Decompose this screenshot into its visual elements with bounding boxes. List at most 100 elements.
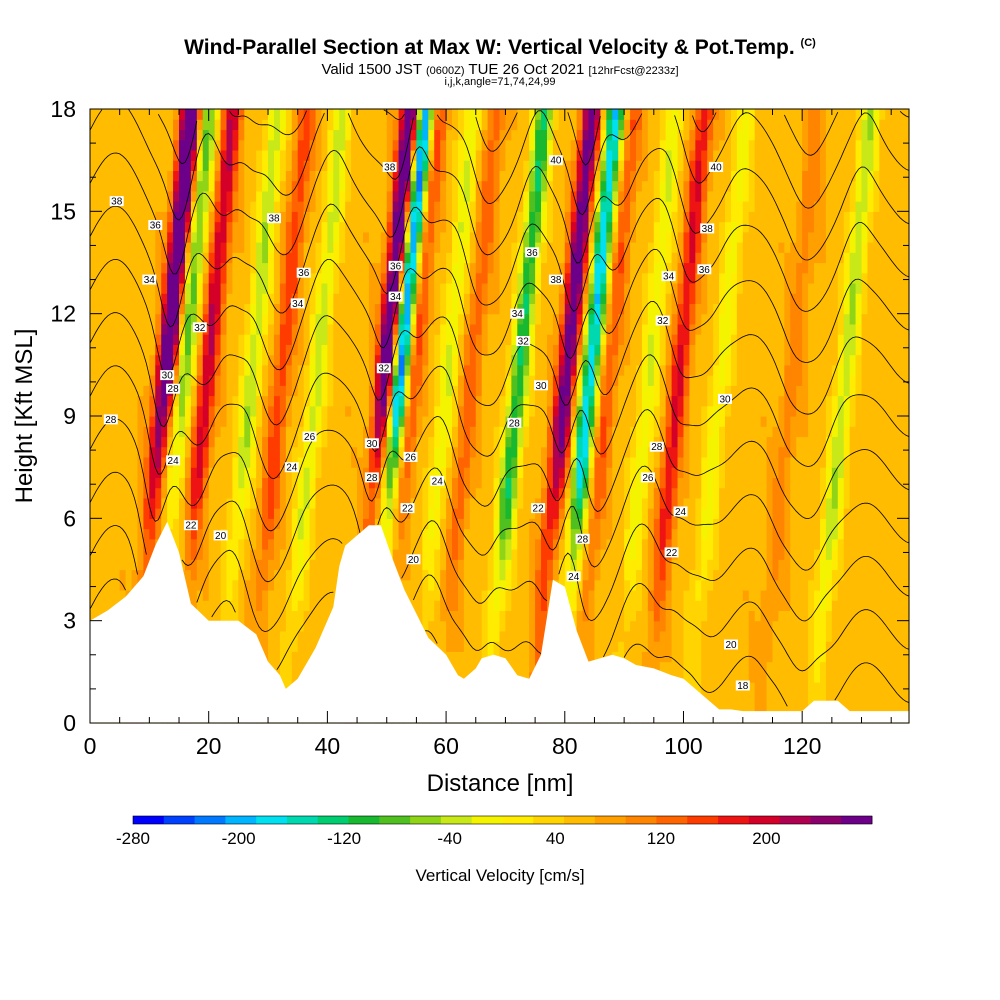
heat-cell	[469, 538, 477, 550]
heat-cell	[327, 549, 334, 560]
heat-cell	[321, 252, 328, 264]
heat-cell	[184, 139, 192, 151]
heat-cell	[374, 497, 382, 509]
heat-cell	[469, 364, 477, 376]
heat-cell	[339, 405, 346, 417]
heat-cell	[220, 180, 228, 192]
heat-cell	[345, 426, 352, 438]
heat-cell	[315, 610, 323, 622]
heat-cell	[357, 282, 364, 294]
heat-cell	[285, 446, 293, 458]
heat-cell	[446, 354, 453, 366]
heat-cell	[475, 313, 483, 325]
heat-cell	[208, 303, 216, 315]
heat-cell	[119, 436, 127, 448]
heat-cell	[541, 487, 548, 499]
heat-cell	[303, 211, 311, 223]
heat-cell	[291, 497, 299, 509]
heat-cell	[570, 272, 578, 284]
heat-cell	[475, 323, 483, 335]
heat-cell	[262, 334, 269, 345]
heat-cell	[262, 252, 269, 264]
heat-cell	[149, 313, 156, 325]
heat-cell	[131, 211, 139, 223]
heat-cell	[226, 344, 234, 356]
heat-cell	[190, 508, 198, 519]
heat-cell	[570, 446, 578, 458]
heat-cell	[386, 201, 394, 212]
heat-cell	[321, 538, 328, 550]
heat-cell	[576, 180, 584, 192]
heat-cell	[95, 497, 103, 509]
heat-cell	[487, 456, 495, 468]
heat-cell	[327, 262, 334, 274]
heat-cell	[434, 487, 441, 499]
heat-cell	[416, 170, 423, 182]
heat-cell	[564, 180, 572, 192]
heat-cell	[333, 549, 340, 560]
heat-cell	[238, 497, 245, 509]
heat-cell	[262, 364, 269, 376]
heat-cell	[357, 149, 364, 161]
heat-cell	[208, 405, 216, 417]
heat-cell	[410, 559, 418, 571]
heat-cell	[363, 385, 370, 397]
heat-cell	[220, 149, 228, 161]
heat-cell	[262, 426, 269, 438]
heat-cell	[428, 129, 435, 141]
heat-cell	[232, 170, 239, 182]
heat-cell	[345, 446, 352, 458]
heat-cell	[273, 395, 281, 407]
heat-cell	[535, 170, 542, 182]
heat-cell	[410, 160, 418, 171]
heat-cell	[457, 252, 465, 264]
heat-cell	[297, 190, 305, 202]
heat-cell	[214, 119, 222, 131]
heat-cell	[179, 334, 186, 345]
heat-cell	[250, 528, 257, 540]
heat-cell	[143, 559, 150, 571]
heat-cell	[273, 426, 281, 438]
heat-cell	[410, 139, 418, 151]
heat-cell	[564, 272, 572, 284]
heat-cell	[262, 610, 269, 622]
heat-cell	[517, 190, 524, 202]
heat-cell	[469, 641, 477, 652]
heat-cell	[179, 405, 186, 417]
heat-cell	[446, 600, 453, 612]
heat-cell	[499, 160, 507, 171]
heat-cell	[190, 446, 198, 458]
heat-cell	[546, 252, 554, 264]
heat-cell	[457, 364, 465, 376]
heat-cell	[208, 211, 216, 223]
heat-cell	[262, 589, 269, 601]
heat-cell	[119, 487, 127, 499]
heat-cell	[576, 395, 584, 407]
heat-cell	[297, 160, 305, 171]
heat-cell	[202, 569, 210, 581]
heat-cell	[125, 426, 133, 438]
heat-cell	[327, 600, 334, 612]
heat-cell	[214, 416, 222, 427]
heat-cell	[238, 375, 245, 386]
heat-cell	[161, 303, 168, 315]
heat-cell	[357, 160, 364, 171]
heat-cell	[570, 119, 578, 131]
heat-cell	[475, 303, 483, 315]
heat-cell	[273, 262, 281, 274]
heat-cell	[576, 620, 584, 632]
heat-cell	[404, 293, 412, 305]
heat-cell	[297, 272, 305, 284]
heat-cell	[392, 467, 400, 478]
heat-cell	[238, 569, 245, 581]
heat-cell	[345, 416, 352, 427]
heat-cell	[398, 221, 406, 233]
heat-cell	[262, 190, 269, 202]
heat-cell	[416, 231, 423, 243]
heat-cell	[380, 272, 388, 284]
heat-cell	[297, 446, 305, 458]
heat-cell	[95, 303, 103, 315]
heat-cell	[404, 528, 412, 540]
heat-cell	[440, 201, 447, 212]
heat-cell	[475, 170, 483, 182]
